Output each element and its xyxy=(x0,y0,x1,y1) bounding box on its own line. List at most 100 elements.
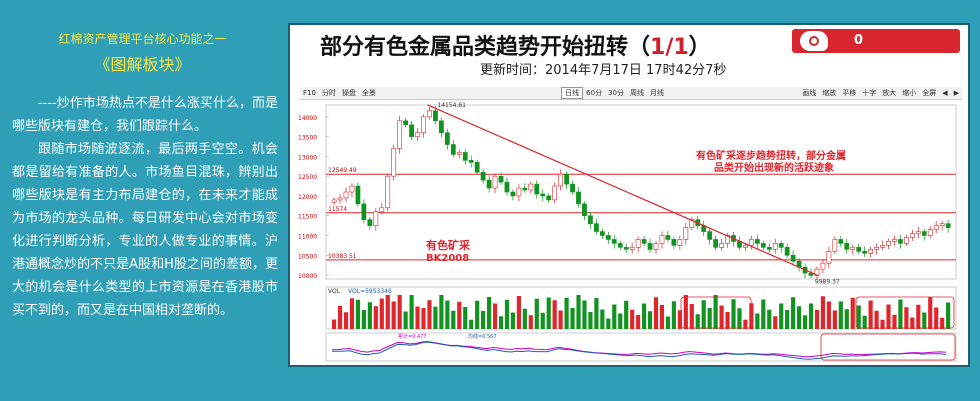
candle-body xyxy=(647,243,653,250)
volume-bar xyxy=(838,301,843,329)
candle-body xyxy=(611,239,617,244)
toolbar-tools-group: 画线 缩放 平移 十字 放大 缩小 全屏 ◀ ▶ xyxy=(799,87,962,99)
toolbar-button[interactable]: ◀ xyxy=(942,89,948,97)
toolbar-button[interactable]: 周线 xyxy=(630,89,645,97)
left-text-column: 红棉资产管理平台核心功能之一 《图解板块》 ----炒作市场热点不是什么涨买什么… xyxy=(0,0,285,401)
toolbar-button[interactable]: 全景 xyxy=(361,89,376,97)
candle-body xyxy=(504,181,510,193)
headline-prefix: 部分有色金属品类趋势开始扭转（ xyxy=(320,35,651,60)
volume-bar xyxy=(469,319,474,329)
candle-body xyxy=(719,243,724,248)
volume-bar xyxy=(445,300,450,329)
volume-bar xyxy=(868,300,873,329)
volume-bar xyxy=(665,316,671,329)
candle-body xyxy=(522,187,528,191)
toolbar-button[interactable]: 操盘 xyxy=(341,89,356,97)
candle-body xyxy=(415,132,420,137)
volume-bar xyxy=(546,297,551,329)
annotation-sector-code: BK2008 xyxy=(426,253,469,264)
candle-body xyxy=(784,247,790,256)
volume-bar xyxy=(773,316,778,329)
volume-bar xyxy=(630,309,635,329)
candle-body xyxy=(921,231,927,236)
candle-body xyxy=(838,239,844,244)
volume-bar xyxy=(588,312,593,329)
candle-body xyxy=(462,152,468,161)
volume-bar xyxy=(415,306,420,329)
candle-body xyxy=(534,183,540,195)
candle-body xyxy=(939,223,945,226)
volume-bar xyxy=(683,295,688,329)
toolbar-button[interactable]: 全屏 xyxy=(922,89,937,97)
candle-body xyxy=(588,215,593,224)
volume-bar xyxy=(791,297,796,329)
volume-bar xyxy=(767,309,772,329)
toolbar-button[interactable]: 月线 xyxy=(650,89,665,97)
candle-body xyxy=(653,243,659,250)
candle-body xyxy=(826,251,832,264)
candle-body xyxy=(898,239,903,244)
toolbar-left-group: F10 分时 操盘 全景 xyxy=(300,89,379,97)
toolbar-button[interactable]: 30分 xyxy=(608,89,625,97)
candle-body xyxy=(552,185,558,201)
y-tick-label: 12000 xyxy=(298,194,317,201)
candle-body xyxy=(582,203,587,217)
volume-bar xyxy=(349,298,355,329)
volume-value: VOL=5953346 xyxy=(348,288,392,295)
volume-bar xyxy=(558,310,563,329)
candle-body xyxy=(659,235,665,244)
candle-body xyxy=(790,254,796,262)
candle-body xyxy=(772,243,778,250)
candle-body xyxy=(576,191,581,205)
candle-body xyxy=(594,223,599,232)
toolbar-button[interactable]: 十字 xyxy=(862,89,877,97)
toolbar-button[interactable]: 画线 xyxy=(802,89,817,97)
volume-bar xyxy=(355,299,361,329)
toolbar-button[interactable]: 日线 xyxy=(561,87,584,99)
kline-chart[interactable]: 14000 13500 13000 12500 12000 11500 11000 10500… xyxy=(296,101,964,363)
candle-body xyxy=(379,207,385,213)
candle-body xyxy=(832,239,838,252)
toolbar-button[interactable]: 平移 xyxy=(842,89,857,97)
toolbar-button[interactable]: 缩小 xyxy=(902,89,917,97)
toolbar-button[interactable]: 缩放 xyxy=(822,89,837,97)
volume-bar xyxy=(510,312,516,329)
toolbar-button[interactable]: 分时 xyxy=(321,89,336,97)
volume-bar xyxy=(516,296,521,329)
volume-bar xyxy=(379,298,384,329)
indicator-label-1: 累计=0.477 xyxy=(398,333,427,340)
candle-body xyxy=(880,245,885,248)
candle-body xyxy=(617,243,623,248)
y-tick-label: 13000 xyxy=(298,154,317,161)
volume-bar xyxy=(802,315,808,329)
candle-body xyxy=(778,243,784,248)
toolbar-button[interactable]: 放大 xyxy=(882,89,897,97)
volume-bar xyxy=(856,305,861,329)
volume-highlight-box xyxy=(855,296,955,329)
volume-bar xyxy=(391,301,396,329)
volume-bar xyxy=(427,300,432,329)
volume-bar xyxy=(808,303,814,329)
toolbar-button[interactable]: 60分 xyxy=(586,89,603,97)
candle-body xyxy=(397,120,403,149)
candle-body xyxy=(629,247,635,250)
volume-bar xyxy=(892,314,897,329)
volume-plot-area xyxy=(325,286,957,330)
volume-bar xyxy=(403,311,408,329)
y-tick-label: 11500 xyxy=(298,214,317,221)
section-title: 《图解板块》 xyxy=(94,55,191,74)
volume-bar xyxy=(904,307,909,329)
candle-body xyxy=(391,148,397,177)
volume-bar xyxy=(337,305,343,329)
indicator-highlight-box xyxy=(820,333,956,361)
candle-body xyxy=(361,203,367,220)
candle-body xyxy=(927,229,933,236)
candle-body xyxy=(707,231,713,240)
toolbar-button[interactable]: F10 xyxy=(303,89,316,97)
volume-bar xyxy=(910,317,915,329)
candle-body xyxy=(528,183,534,191)
candle-body xyxy=(355,185,361,205)
toolbar-button[interactable]: ▶ xyxy=(953,89,959,97)
downtrend-line xyxy=(427,104,820,277)
volume-bar xyxy=(475,300,480,329)
